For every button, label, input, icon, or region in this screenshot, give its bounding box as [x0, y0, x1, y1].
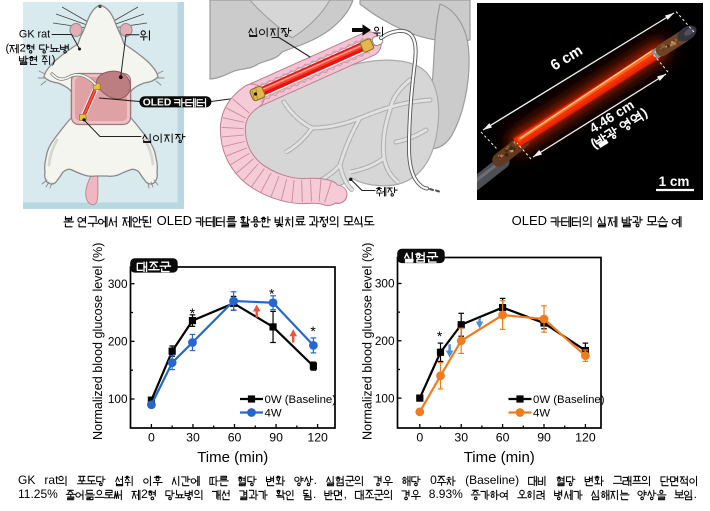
svg-text:60: 60 [228, 431, 242, 445]
svg-text:200: 200 [375, 334, 395, 348]
svg-text:*: * [190, 305, 196, 321]
svg-text:*: * [269, 286, 275, 302]
svg-text:Normalized blood glucose level: Normalized blood glucose level (%) [91, 243, 105, 440]
svg-text:2: 2 [141, 487, 148, 501]
svg-text:*: * [437, 328, 443, 344]
svg-text:120: 120 [575, 431, 596, 445]
svg-text:.: . [314, 473, 317, 487]
svg-text:0W (Baseline): 0W (Baseline) [533, 394, 605, 406]
svg-text:): ) [52, 54, 56, 66]
svg-text:0W (Baseline): 0W (Baseline) [265, 394, 337, 406]
svg-text:4W: 4W [265, 408, 282, 420]
svg-text:100: 100 [108, 392, 128, 406]
svg-text:*: * [310, 323, 316, 339]
svg-text:300: 300 [375, 277, 395, 291]
svg-text:.: . [694, 487, 697, 501]
svg-text:30: 30 [454, 431, 468, 445]
svg-text:.: . [313, 487, 316, 501]
svg-text:Time (min): Time (min) [464, 449, 535, 466]
svg-text:(Baseline): (Baseline) [465, 473, 519, 487]
svg-text:100: 100 [375, 391, 395, 405]
svg-text:Time (min): Time (min) [197, 449, 268, 466]
svg-text:2: 2 [20, 43, 26, 55]
svg-text:0: 0 [430, 473, 437, 487]
svg-text:GK: GK [18, 473, 35, 487]
svg-text:OLED: OLED [512, 213, 551, 228]
svg-text:60: 60 [496, 431, 510, 445]
svg-text:300: 300 [108, 277, 128, 291]
svg-text:,: , [344, 487, 347, 501]
svg-text:1 cm: 1 cm [659, 174, 690, 189]
svg-text:120: 120 [307, 431, 328, 445]
svg-text:Normalized blood glucose level: Normalized blood glucose level (%) [361, 243, 375, 440]
svg-text:90: 90 [269, 431, 283, 445]
svg-text:): ) [638, 105, 650, 120]
svg-text:30: 30 [186, 431, 200, 445]
svg-text:0: 0 [416, 431, 423, 445]
svg-text:0: 0 [148, 431, 155, 445]
svg-text:OLED: OLED [153, 213, 196, 228]
svg-text:OLED: OLED [143, 97, 174, 108]
svg-text:GK rat: GK rat [19, 29, 50, 41]
svg-text:4W: 4W [533, 408, 550, 420]
svg-text:200: 200 [108, 335, 128, 349]
svg-text:(: ( [6, 43, 10, 55]
svg-text:rat: rat [44, 473, 59, 487]
svg-text:90: 90 [537, 431, 551, 445]
svg-text:11.25%: 11.25% [18, 487, 58, 501]
svg-text:8.93%: 8.93% [429, 487, 463, 501]
